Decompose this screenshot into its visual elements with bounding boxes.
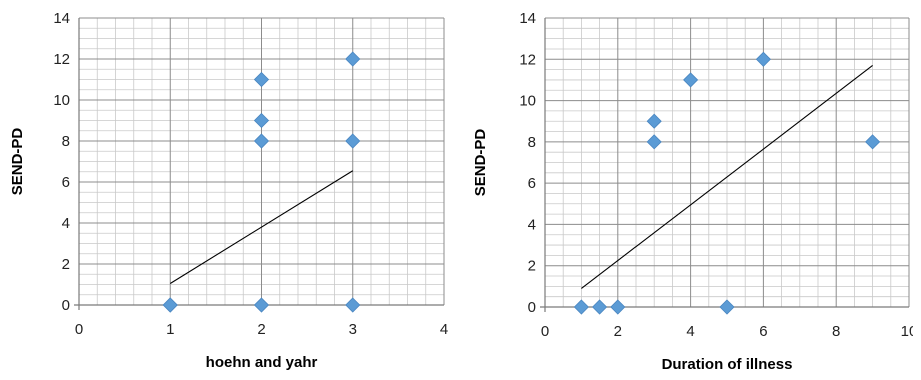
c0-data-point: [345, 297, 361, 313]
c1-y-tick-label: 6: [528, 175, 536, 192]
c0-y-tick-label: 12: [53, 51, 70, 68]
c1-data-point: [755, 51, 771, 67]
c0-y-axis-title: SEND-PD: [9, 128, 26, 196]
c1-x-axis-title: Duration of illness: [662, 356, 793, 373]
c0-trendline: [169, 170, 354, 284]
c1-y-axis-title: SEND-PD: [472, 129, 489, 197]
c0-data-point: [345, 51, 361, 67]
c1-y-tick-label: 12: [519, 51, 536, 68]
c1-x-tick-label: 2: [614, 323, 622, 340]
c0-data-point: [162, 297, 178, 313]
c0-y-tick-label: 14: [53, 10, 70, 27]
c1-data-point: [646, 113, 662, 129]
c1-x-tick-label: 6: [759, 323, 767, 340]
c0-y-tick-label: 10: [53, 92, 70, 109]
c1-data-point: [610, 299, 626, 315]
c1-data-point: [719, 299, 735, 315]
c0-x-tick-label: 3: [349, 321, 357, 338]
c1-y-tick-label: 2: [528, 258, 536, 275]
c1-y-tick-label: 10: [519, 93, 536, 110]
c0-x-tick-label: 4: [440, 321, 448, 338]
c0-data-point: [253, 112, 270, 129]
chart-duration-of-illness: 0 2 4 6 8 10 12 14 0 2 4 6 8 10 Duration of illness SEN…: [472, 10, 913, 373]
c1-data-point: [865, 134, 881, 150]
c0-y-tick-label: 6: [62, 174, 70, 191]
c0-x-tick-label: 0: [75, 321, 83, 338]
c1-y-tick-label: 0: [528, 299, 536, 316]
c0-x-tick-label: 2: [257, 321, 265, 338]
c0-data-point: [345, 133, 361, 149]
c0-y-tick-label: 4: [62, 215, 70, 232]
c0-data-point: [253, 71, 270, 88]
c0-y-tick-label: 0: [62, 297, 70, 314]
c1-trendline: [581, 65, 873, 289]
c1-y-tick-label: 8: [528, 134, 536, 151]
c1-x-tick-label: 4: [686, 323, 694, 340]
c1-y-tick-label: 14: [519, 10, 536, 27]
c0-data-point: [253, 297, 270, 313]
c1-x-tick-label: 8: [832, 323, 840, 340]
c1-x-tick-label: 0: [541, 323, 549, 340]
c0-x-tick-label: 1: [166, 321, 174, 338]
c1-data-point: [683, 72, 699, 88]
c1-y-tick-label: 4: [528, 216, 536, 233]
c0-y-tick-label: 2: [62, 256, 70, 273]
c0-y-tick-label: 8: [62, 133, 70, 150]
c0-data-point: [253, 133, 270, 149]
c0-x-axis-title: hoehn and yahr: [206, 354, 318, 371]
c1-data-point: [646, 134, 662, 150]
c1-data-point: [592, 299, 608, 315]
c1-data-point: [573, 299, 589, 315]
c1-x-tick-label: 10: [901, 323, 913, 340]
